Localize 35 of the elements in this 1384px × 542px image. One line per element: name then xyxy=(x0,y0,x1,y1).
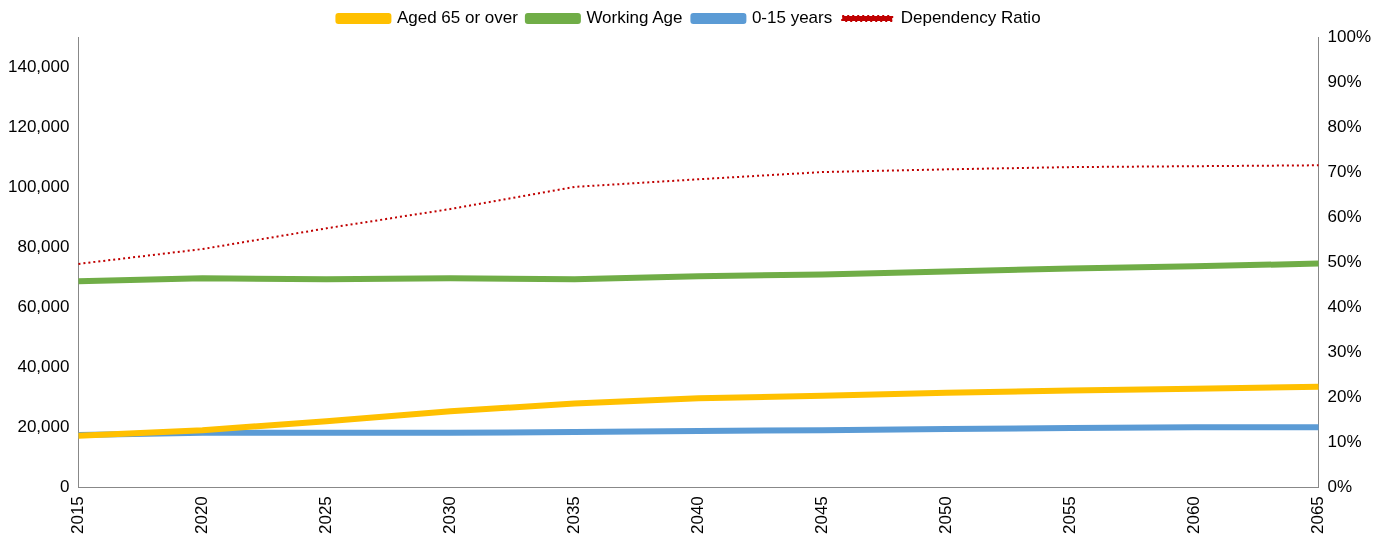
y2-tick-label: 30% xyxy=(1327,341,1362,361)
y2-tick-label: 20% xyxy=(1327,386,1362,406)
x-tick-label: 2060 xyxy=(1184,496,1204,535)
x-tick-label: 2035 xyxy=(564,496,584,535)
y-tick-label: 140,000 xyxy=(8,56,70,76)
legend-label: Aged 65 or over xyxy=(396,8,519,28)
y2-tick-label: 90% xyxy=(1327,71,1362,91)
y2-tick-label: 60% xyxy=(1327,206,1362,226)
x-tick-label: 2025 xyxy=(316,496,336,535)
x-tick-label: 2015 xyxy=(68,496,88,535)
y2-tick-label: 0% xyxy=(1327,476,1353,496)
x-tick-label: 2040 xyxy=(688,496,708,535)
x-tick-label: 2055 xyxy=(1060,496,1080,535)
y2-tick-label: 50% xyxy=(1327,251,1362,271)
y-tick-label: 80,000 xyxy=(17,236,70,256)
y2-tick-label: 10% xyxy=(1327,431,1362,451)
x-tick-label: 2050 xyxy=(936,496,956,535)
y-tick-label: 0 xyxy=(59,476,70,496)
y-tick-label: 100,000 xyxy=(8,176,70,196)
legend-label: 0-15 years xyxy=(751,8,833,28)
y2-tick-label: 100% xyxy=(1327,26,1371,46)
y-tick-label: 20,000 xyxy=(17,416,70,436)
x-tick-label: 2065 xyxy=(1308,496,1328,535)
x-tick-label: 2030 xyxy=(440,496,460,535)
legend-label: Dependency Ratio xyxy=(900,8,1041,28)
legend-label: Working Age xyxy=(586,8,683,28)
y-tick-label: 60,000 xyxy=(17,296,70,316)
x-tick-label: 2020 xyxy=(192,496,212,535)
y2-tick-label: 80% xyxy=(1327,116,1362,136)
y-tick-label: 120,000 xyxy=(8,116,70,136)
y-tick-label: 40,000 xyxy=(17,356,70,376)
y2-tick-label: 40% xyxy=(1327,296,1362,316)
line-series xyxy=(77,164,1320,265)
y2-tick-label: 70% xyxy=(1327,161,1362,181)
x-tick-label: 2045 xyxy=(812,496,832,535)
